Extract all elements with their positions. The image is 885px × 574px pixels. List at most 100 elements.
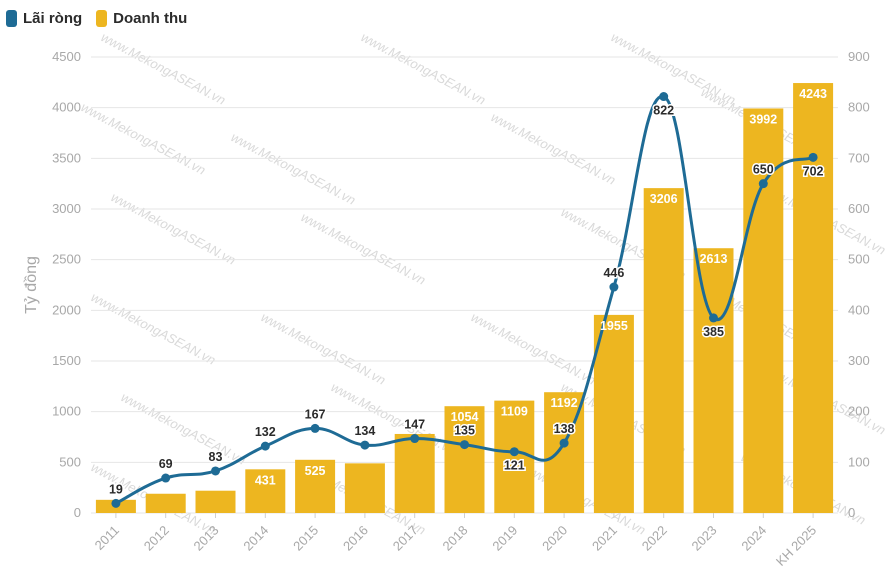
net-profit-point[interactable]	[659, 92, 669, 102]
revenue-data-label: 3992	[749, 112, 777, 126]
net-profit-swatch-icon	[6, 10, 17, 27]
net-profit-data-label: 121	[504, 459, 525, 473]
net-profit-point[interactable]	[310, 423, 320, 433]
y-axis-title: Tỷ đồng	[23, 256, 40, 314]
revenue-swatch-icon	[96, 10, 108, 27]
x-tick-label: 2015	[290, 523, 321, 554]
revenue-bar[interactable]	[344, 463, 385, 513]
x-tick-label: 2014	[240, 523, 271, 554]
revenue-bar[interactable]	[643, 188, 684, 513]
revenue-data-label: 1955	[600, 319, 628, 333]
y-right-tick-label: 0	[848, 505, 855, 520]
net-profit-data-label: 83	[209, 450, 223, 464]
y-right-tick-label: 400	[848, 302, 870, 317]
net-profit-line	[111, 92, 818, 508]
revenue-data-label: 1054	[451, 410, 479, 424]
watermark-text: www.MekongASEAN.vn	[89, 289, 219, 367]
revenue-bar[interactable]	[743, 108, 784, 514]
y-left-tick-label: 500	[59, 454, 81, 469]
revenue-bar[interactable]	[793, 83, 834, 513]
x-tick-label: 2011	[92, 523, 122, 553]
watermark-text: www.MekongASEAN.vn	[109, 189, 239, 267]
net-profit-data-label: 385	[703, 325, 724, 339]
x-tick-label: 2019	[489, 523, 520, 554]
revenue-data-label: 1192	[551, 396, 578, 410]
net-profit-data-label: 135	[454, 424, 475, 438]
watermark-text: www.MekongASEAN.vn	[299, 209, 429, 287]
net-profit-data-label: 147	[404, 418, 425, 432]
watermark-text: www.MekongASEAN.vn	[99, 29, 229, 107]
revenue-data-label: 431	[255, 473, 276, 487]
net-profit-data-label: 134	[354, 424, 375, 438]
y-right-tick-label: 900	[848, 49, 870, 64]
watermark-text: www.MekongASEAN.vn	[119, 389, 249, 467]
revenue-bar[interactable]	[444, 406, 485, 513]
revenue-bar[interactable]	[394, 433, 435, 513]
y-left-tick-label: 4500	[52, 49, 81, 64]
revenue-data-label: 1109	[501, 405, 528, 419]
legend-item-revenue[interactable]: Doanh thu	[96, 10, 187, 27]
x-tick-label: KH 2025	[773, 523, 819, 569]
net-profit-point[interactable]	[758, 179, 768, 189]
x-tick-label: 2016	[340, 523, 371, 554]
x-tick-label: 2024	[738, 523, 769, 554]
net-profit-data-label: 446	[603, 266, 624, 280]
net-profit-point[interactable]	[161, 473, 171, 483]
y-right-tick-label: 600	[848, 201, 870, 216]
net-profit-data-label: 132	[255, 425, 276, 439]
net-profit-point[interactable]	[709, 313, 718, 323]
y-left-tick-label: 1500	[52, 353, 81, 368]
net-profit-data-label: 69	[159, 457, 173, 471]
revenue-bar[interactable]	[295, 459, 336, 513]
y-left-tick-label: 0	[74, 505, 81, 520]
x-tick-label: 2012	[141, 523, 172, 554]
watermark-text: www.MekongASEAN.vn	[469, 309, 599, 387]
net-profit-data-label: 138	[554, 422, 575, 436]
revenue-bar[interactable]	[245, 469, 286, 513]
x-tick-label: 2018	[440, 523, 471, 554]
net-profit-point[interactable]	[360, 440, 370, 450]
net-profit-data-label: 650	[753, 163, 774, 177]
revenue-bar[interactable]	[494, 400, 535, 513]
x-tick-label: 2021	[589, 523, 620, 554]
net-profit-point[interactable]	[111, 498, 121, 508]
net-profit-data-label: 822	[653, 104, 674, 118]
legend-net-profit-label: Lãi ròng	[23, 10, 83, 27]
revenue-data-label: 3206	[650, 192, 678, 206]
watermark-text: www.MekongASEAN.vn	[259, 309, 389, 387]
net-profit-data-label: 702	[803, 164, 824, 178]
net-profit-point[interactable]	[260, 441, 270, 451]
x-tick-label: 2023	[689, 523, 720, 554]
revenue-data-label: 525	[305, 464, 326, 478]
net-profit-point[interactable]	[211, 466, 220, 476]
data-labels: 431 525 1054 1109 1192 1955 3206 2613 3992 4243 19…	[107, 87, 827, 498]
net-profit-point[interactable]	[559, 438, 569, 448]
net-profit-point[interactable]	[410, 434, 420, 444]
y-right-tick-label: 200	[848, 404, 870, 419]
net-profit-point[interactable]	[609, 282, 619, 292]
y-left-tick-label: 4000	[52, 100, 81, 115]
revenue-bar[interactable]	[195, 490, 236, 513]
y-right-tick-label: 500	[848, 252, 870, 267]
y-left-tick-label: 1000	[52, 404, 81, 419]
legend: Lãi ròng Doanh thu	[6, 10, 187, 27]
legend-item-net-profit[interactable]: Lãi ròng	[6, 10, 82, 27]
revenue-data-label: 2613	[700, 252, 728, 266]
watermark-text: www.MekongASEAN.vn	[79, 99, 209, 177]
net-profit-point[interactable]	[509, 447, 519, 457]
revenue-bar[interactable]	[593, 314, 634, 513]
net-profit-data-label: 167	[305, 407, 326, 421]
watermark-text: www.MekongASEAN.vn	[489, 109, 619, 187]
net-profit-point[interactable]	[460, 440, 469, 450]
y-right-tick-label: 100	[848, 454, 870, 469]
revenue-bar[interactable]	[693, 248, 734, 513]
y-right-tick-label: 300	[848, 353, 870, 368]
net-profit-point[interactable]	[808, 152, 818, 162]
revenue-bar[interactable]	[145, 493, 186, 513]
watermark-text: www.MekongASEAN.vn	[229, 129, 359, 207]
y-right-tick-label: 800	[848, 100, 870, 115]
y-right-tick-label: 700	[848, 150, 870, 165]
watermark-text: www.MekongASEAN.vn	[359, 29, 489, 107]
revenue-data-label: 4243	[799, 87, 827, 101]
